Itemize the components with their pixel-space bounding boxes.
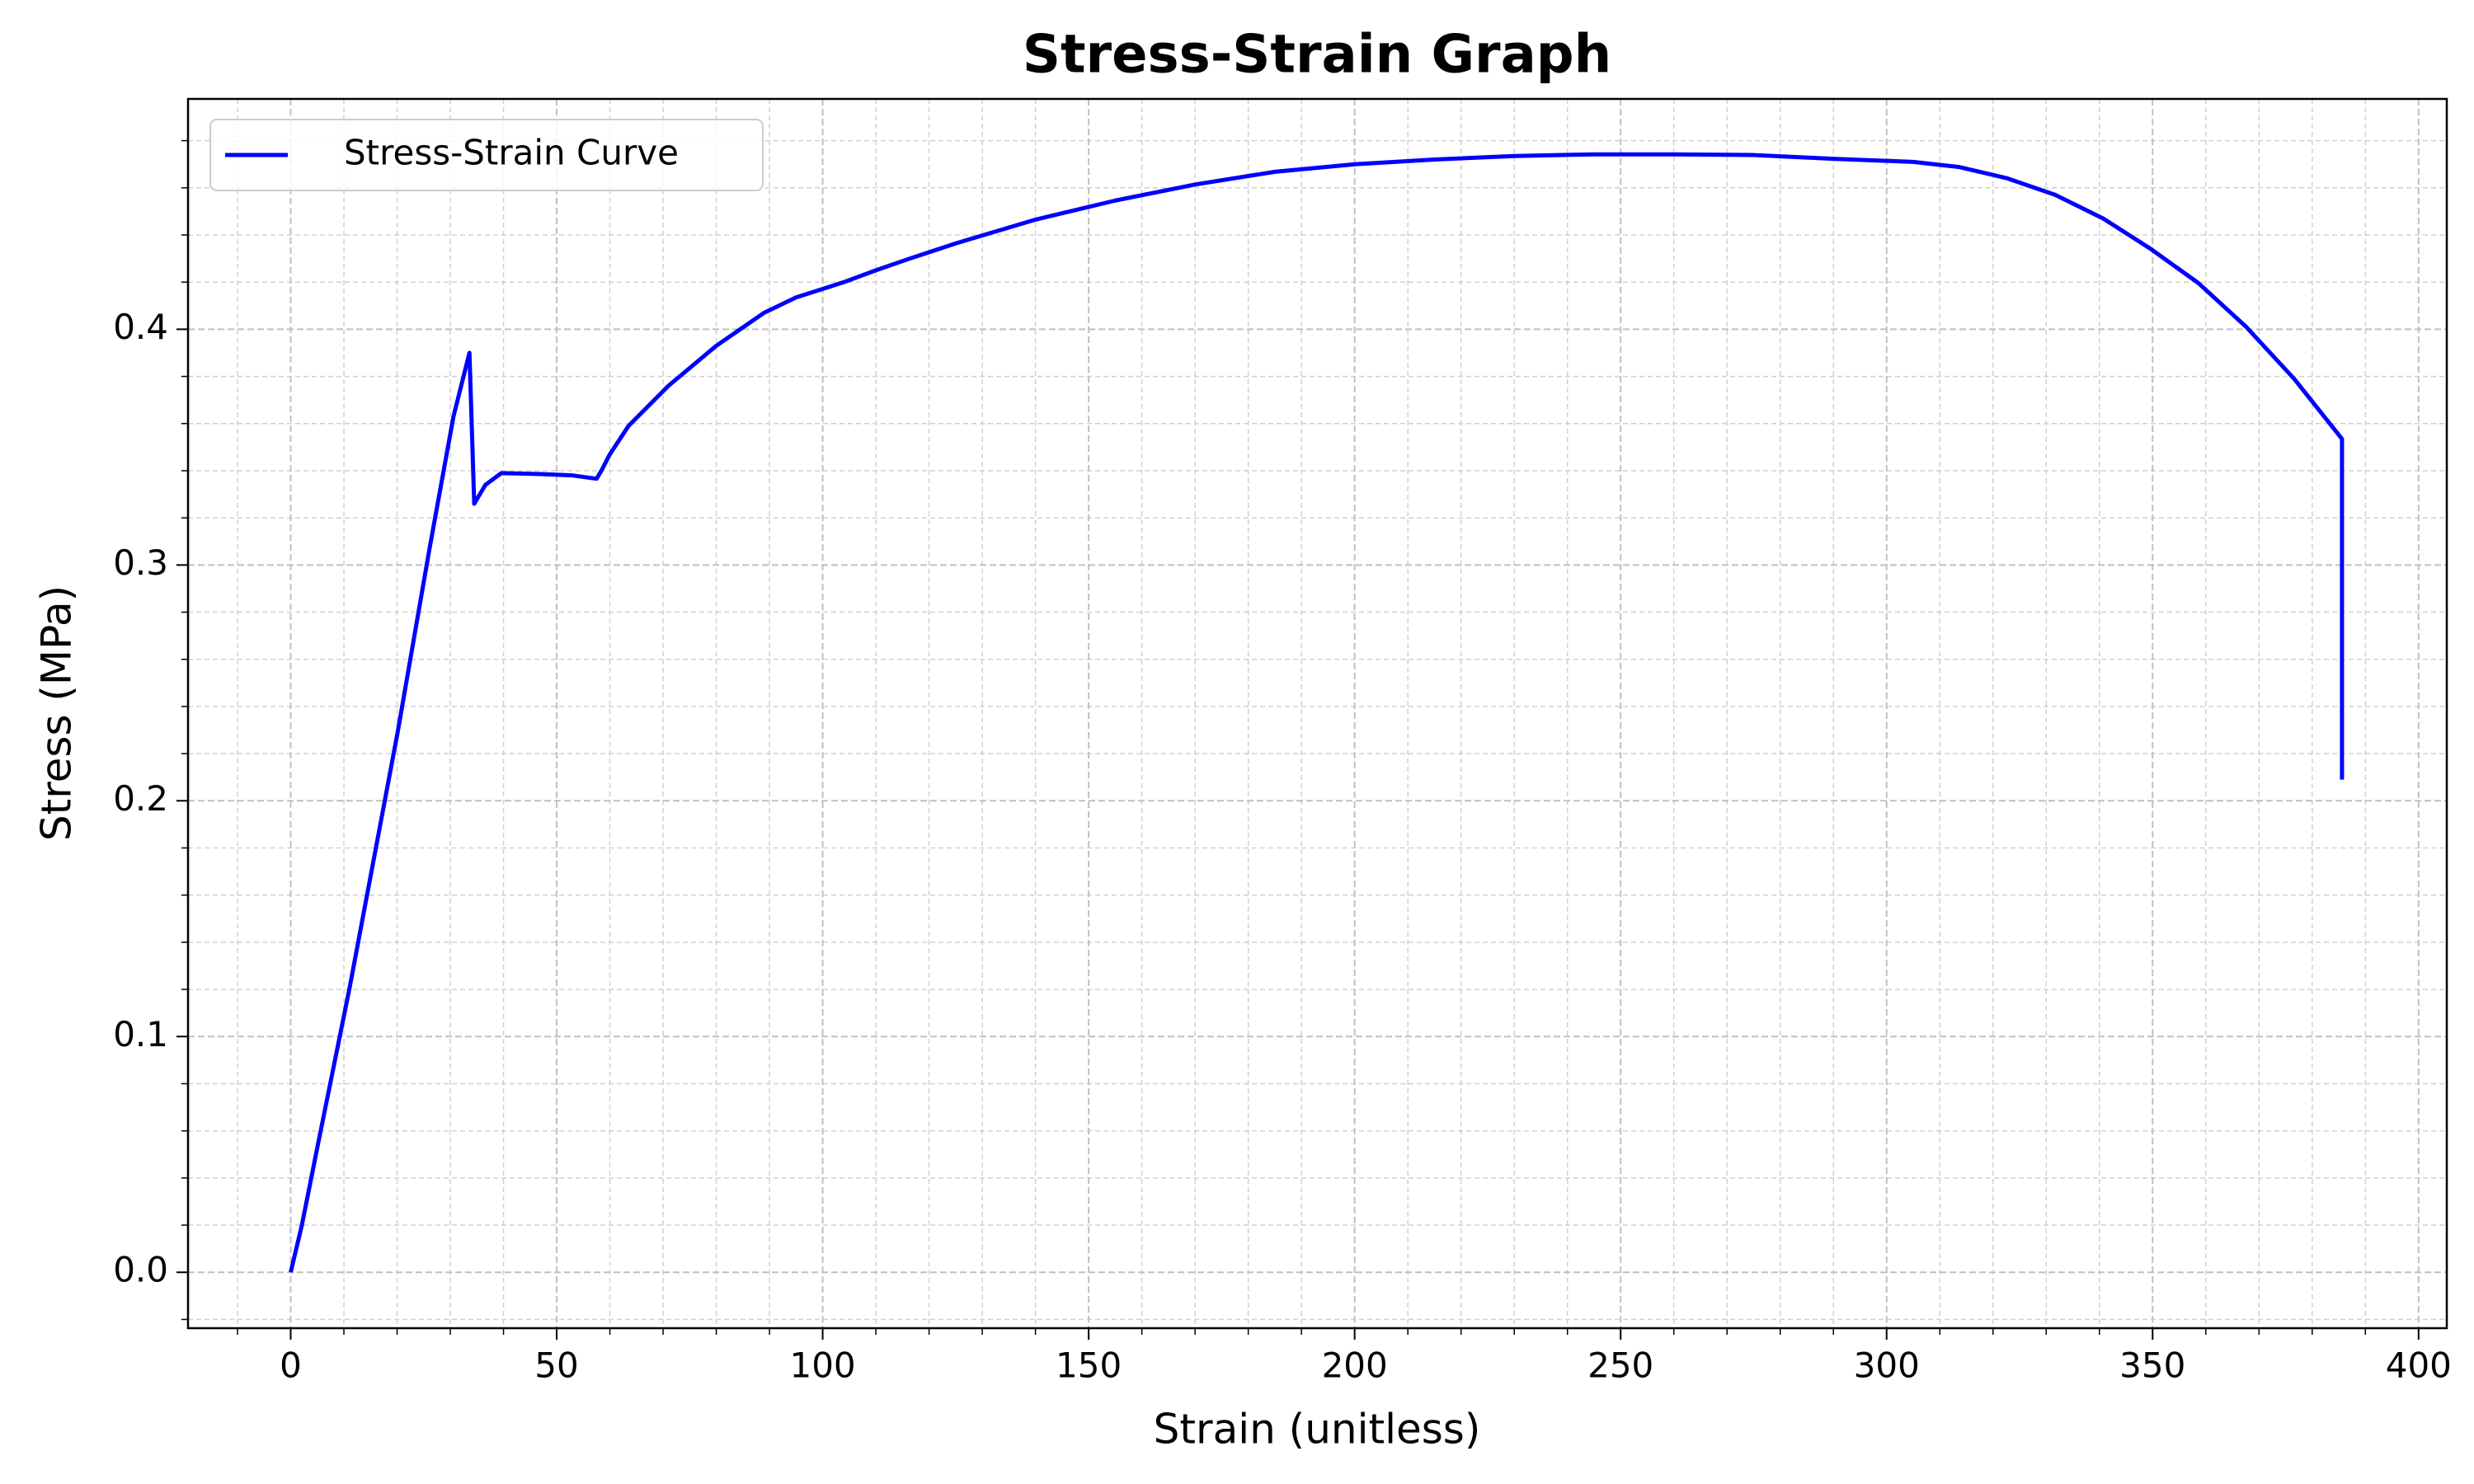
x-tick-label: 300 <box>1854 1345 1920 1386</box>
legend: Stress-Strain Curve <box>209 119 764 191</box>
y-tick-label: 0.2 <box>113 778 168 819</box>
x-tick-label: 350 <box>2119 1345 2185 1386</box>
x-tick-label: 200 <box>1322 1345 1388 1386</box>
y-tick-label: 0.4 <box>113 307 168 347</box>
legend-label: Stress-Strain Curve <box>344 133 679 173</box>
chart-title: Stress-Strain Graph <box>1023 25 1611 86</box>
x-tick-label: 0 <box>280 1345 302 1386</box>
legend-box <box>209 119 764 191</box>
plot-frame <box>186 97 2448 1330</box>
x-tick-label: 150 <box>1056 1345 1122 1386</box>
x-tick-label: 100 <box>789 1345 855 1386</box>
y-tick-label: 0.1 <box>113 1014 168 1054</box>
x-tick-label: 400 <box>2386 1345 2452 1386</box>
x-axis-label: Strain (unitless) <box>1154 1406 1481 1453</box>
x-tick-label: 250 <box>1587 1345 1653 1386</box>
y-tick-label: 0.3 <box>113 542 168 583</box>
y-axis-label: Stress (MPa) <box>33 585 81 841</box>
grid <box>188 99 2447 1328</box>
y-tick-label: 0.0 <box>113 1250 168 1290</box>
line <box>289 152 2345 1273</box>
x-tick-label: 50 <box>534 1345 578 1386</box>
